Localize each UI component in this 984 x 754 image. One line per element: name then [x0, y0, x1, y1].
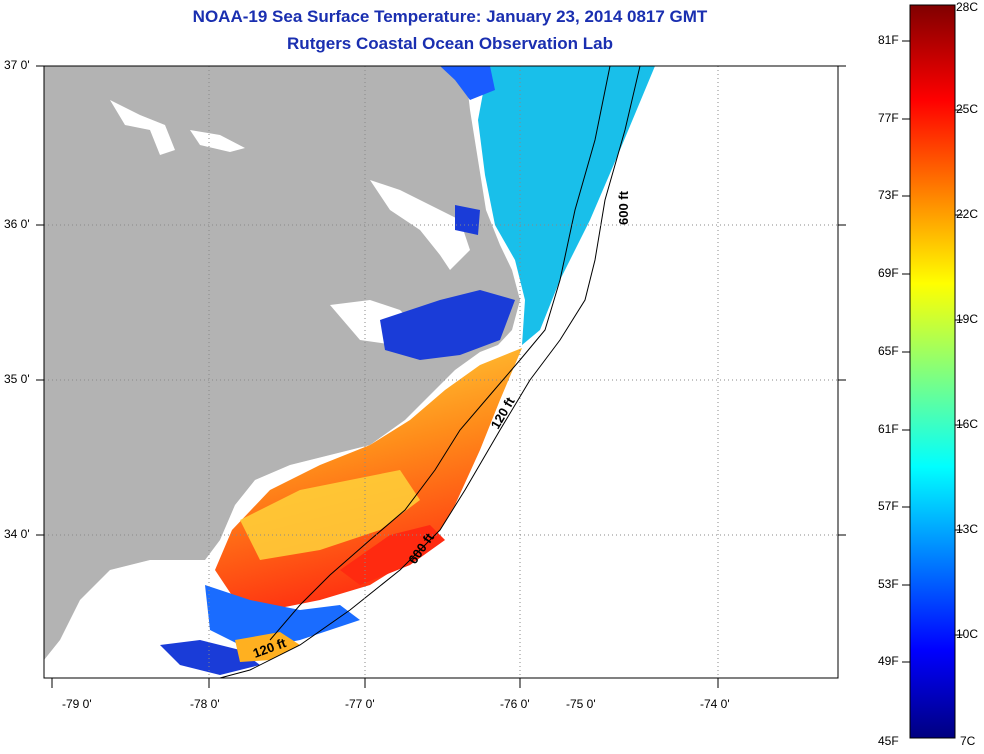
colorbar-f-53: 53F — [878, 577, 899, 591]
lat-label-36: 36 0' — [4, 217, 30, 231]
colorbar-f-77: 77F — [878, 111, 899, 125]
colorbar-f-57: 57F — [878, 499, 899, 513]
colorbar-f-65: 65F — [878, 344, 899, 358]
colorbar-c-28: 28C — [956, 0, 979, 14]
lat-label-35: 35 0' — [4, 372, 30, 386]
colorbar-c-7: 7C — [960, 734, 976, 748]
colorbar-f-45: 45F — [878, 734, 899, 748]
colorbar-c-22: 22C — [956, 207, 979, 221]
graticule — [44, 66, 838, 678]
colorbar-f-69: 69F — [878, 266, 899, 280]
map-frame — [43, 65, 839, 679]
sst-cool-north — [478, 66, 655, 345]
colorbar-c-10: 10C — [956, 627, 979, 641]
colorbar-f-49: 49F — [878, 654, 899, 668]
colorbar-c-19: 19C — [956, 312, 979, 326]
lon-label-74: -74 0' — [700, 697, 730, 711]
lon-label-76: -76 0' — [500, 697, 530, 711]
colorbar-c-16: 16C — [956, 417, 979, 431]
colorbar-f-81: 81F — [878, 33, 899, 47]
lat-label-34: 34 0' — [4, 527, 30, 541]
colorbar-scale — [909, 4, 956, 739]
colorbar-c-13: 13C — [956, 522, 979, 536]
colorbar-f-73: 73F — [878, 188, 899, 202]
colorbar-c-25: 25C — [956, 102, 979, 116]
lat-label-37: 37 0' — [4, 58, 30, 72]
colorbar-f-61: 61F — [878, 422, 899, 436]
lon-label-79: -79 0' — [62, 697, 92, 711]
lon-label-78: -78 0' — [190, 697, 220, 711]
contour-label-600ft-north: 600 ft — [616, 190, 631, 225]
map-subtitle: Rutgers Coastal Ocean Observation Lab — [287, 34, 613, 53]
lon-label-77: -77 0' — [345, 697, 375, 711]
lon-label-75: -75 0' — [566, 697, 596, 711]
map-title: NOAA-19 Sea Surface Temperature: January… — [192, 7, 708, 26]
